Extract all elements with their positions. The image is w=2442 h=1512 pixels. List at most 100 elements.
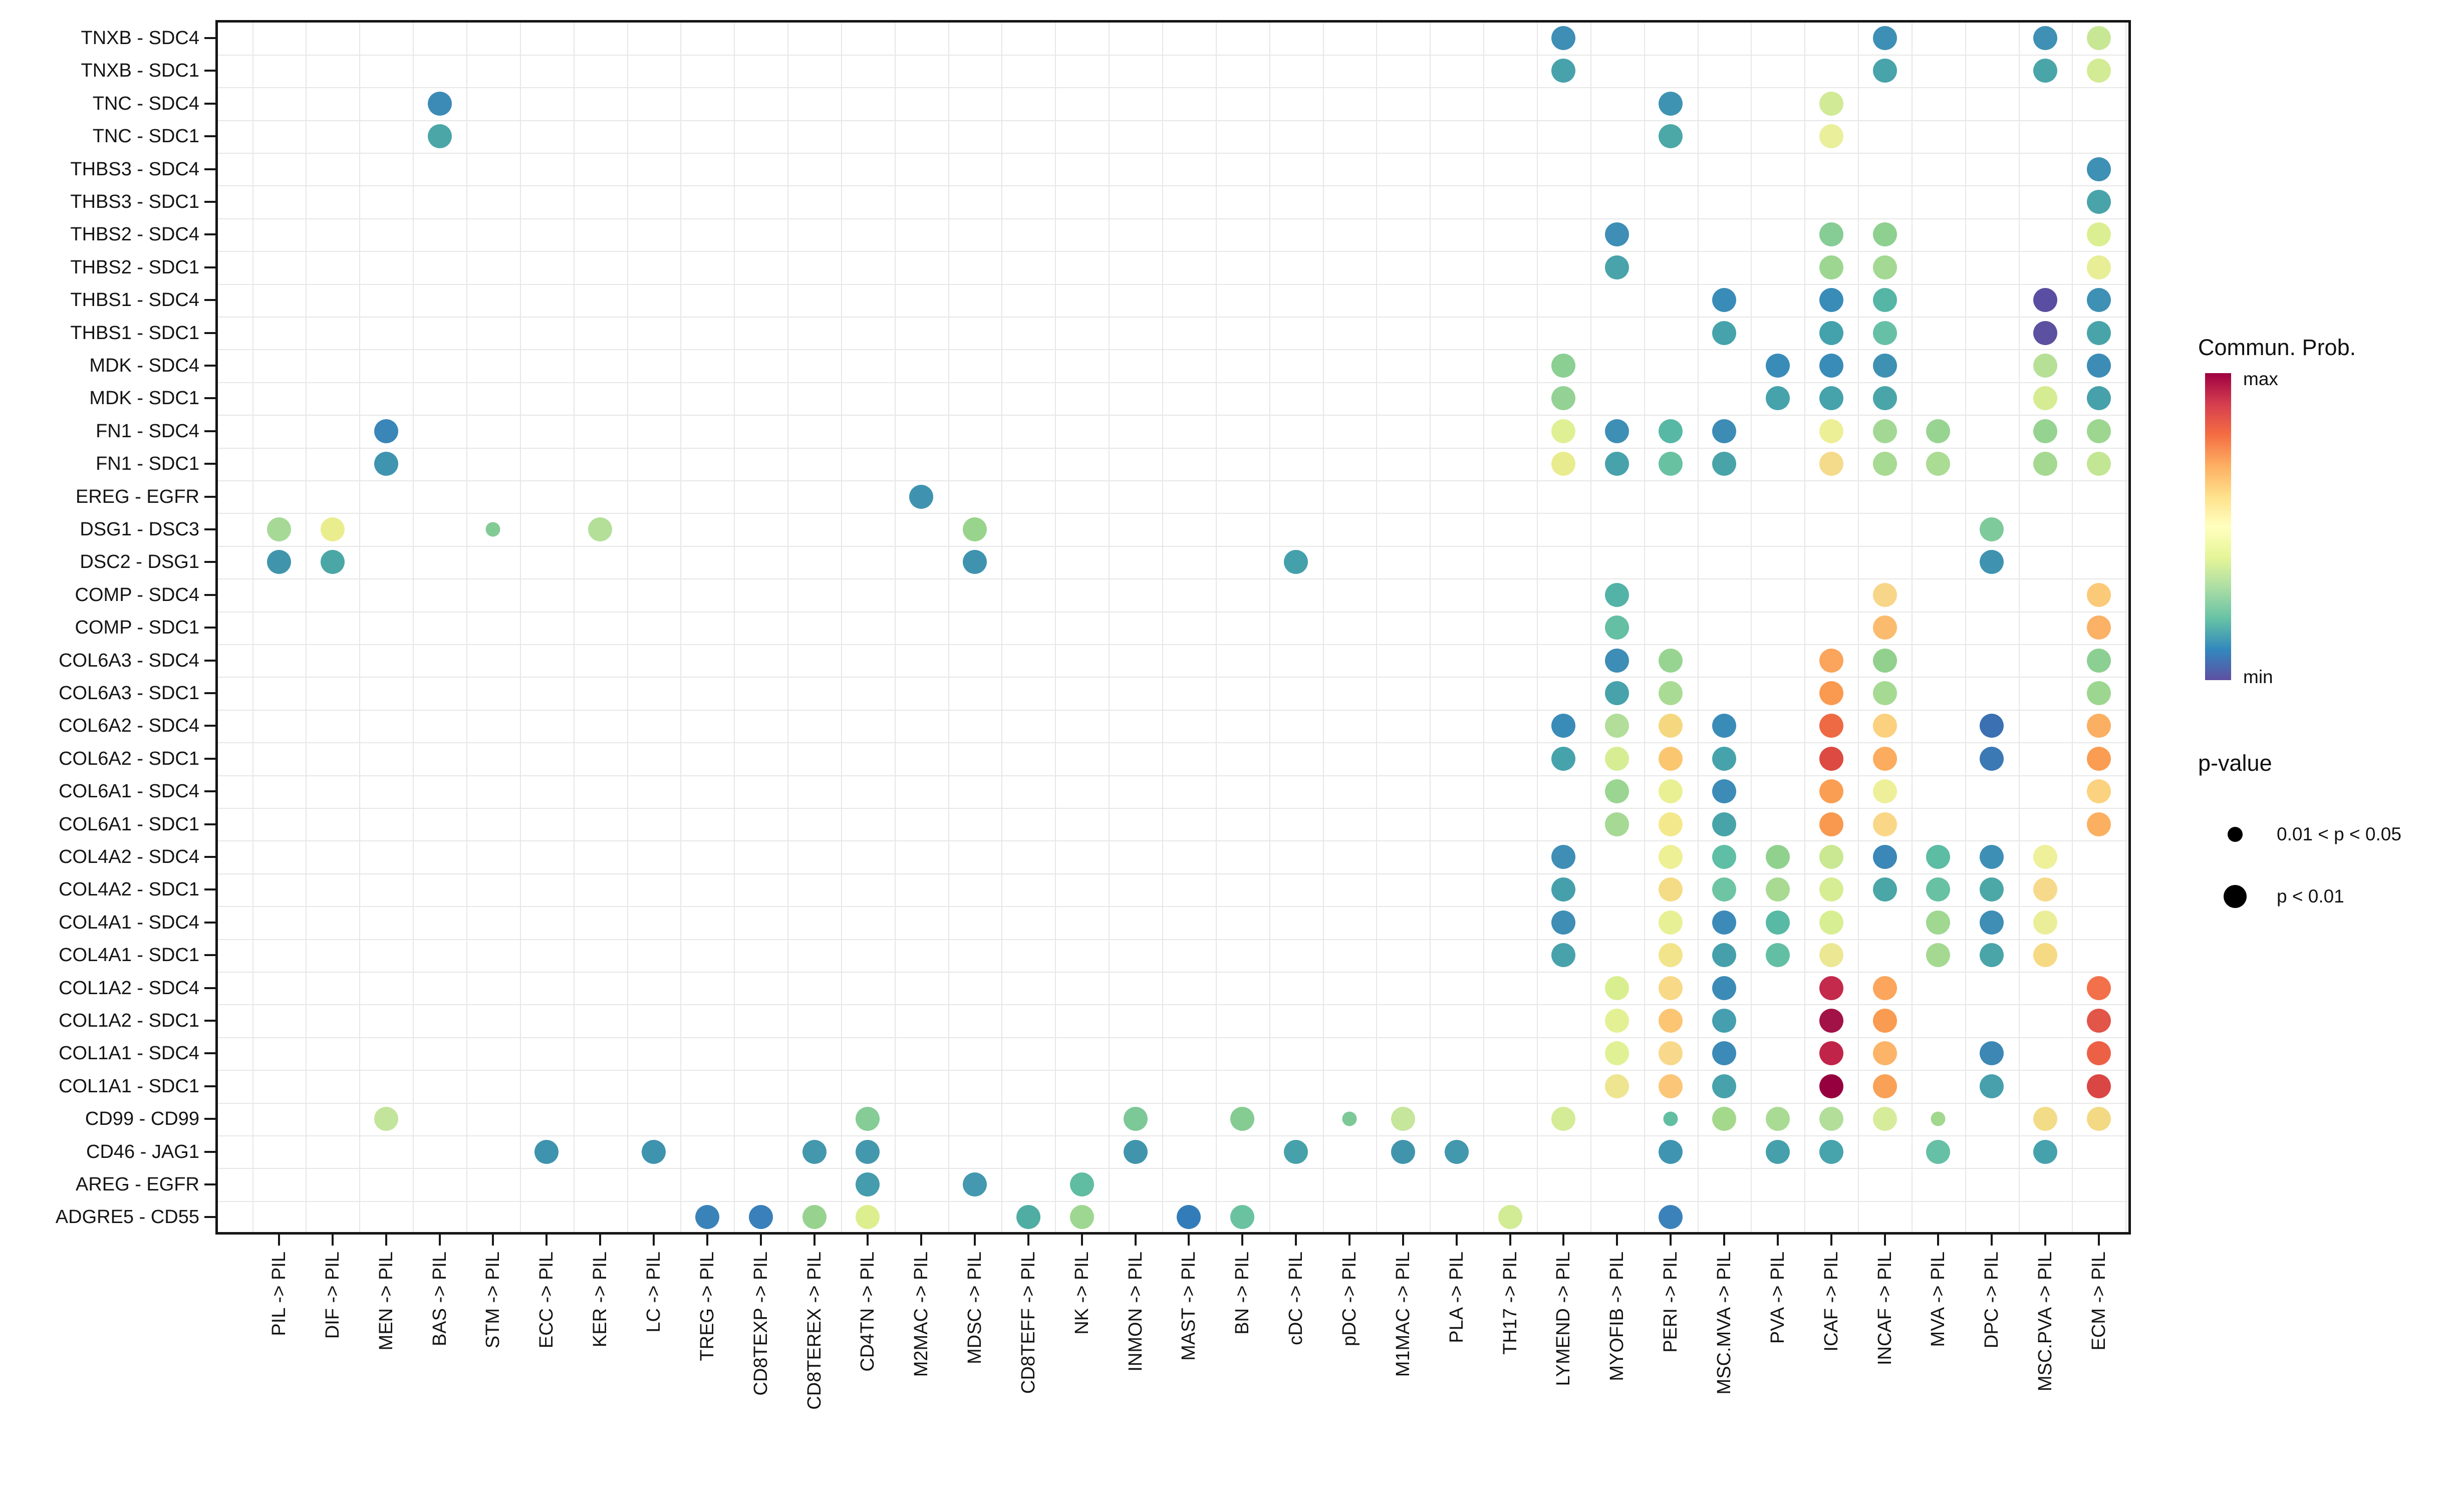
x-axis-tick [1723, 1235, 1725, 1246]
data-dot [1926, 943, 1951, 968]
y-axis-tick [204, 856, 215, 858]
data-dot [963, 517, 987, 541]
x-axis-tick [1616, 1235, 1618, 1246]
data-dot [1551, 354, 1576, 378]
data-dot [1551, 452, 1576, 476]
y-tick-label: THBS1 - SDC1 [70, 322, 199, 344]
data-dot [1872, 386, 1897, 411]
data-dot [1659, 714, 1683, 738]
y-tick-label: THBS2 - SDC4 [70, 224, 199, 245]
gridline [734, 23, 735, 1232]
pvalue-small-dot-key [2228, 827, 2243, 842]
x-axis-tick [1562, 1235, 1565, 1246]
data-dot [1819, 255, 1843, 279]
data-dot [1712, 943, 1736, 968]
y-axis-tick [204, 1150, 215, 1153]
y-tick-label: TNC - SDC4 [92, 93, 199, 114]
data-dot [1819, 354, 1843, 378]
y-tick-label: ADGRE5 - CD55 [55, 1206, 199, 1228]
data-dot [1872, 976, 1897, 1000]
data-dot [1712, 877, 1736, 902]
data-dot [1177, 1205, 1201, 1230]
gridline [218, 971, 2128, 973]
x-axis-tick [867, 1235, 869, 1246]
data-dot [1712, 746, 1736, 771]
data-dot [1712, 288, 1736, 313]
gridline [519, 23, 521, 1232]
data-dot [1872, 255, 1897, 279]
gridline [218, 545, 2128, 547]
data-dot [1551, 746, 1576, 771]
data-dot [1712, 779, 1736, 804]
data-dot [1872, 321, 1897, 345]
data-dot [2086, 288, 2111, 313]
gridline [573, 23, 575, 1232]
y-axis-tick [204, 266, 215, 268]
y-tick-label: COL1A1 - SDC4 [59, 1043, 199, 1064]
y-axis-tick [204, 430, 215, 432]
data-dot [802, 1205, 827, 1230]
gridline [218, 218, 2128, 219]
gridline [218, 1102, 2128, 1104]
data-dot [1123, 1139, 1148, 1164]
data-dot [1605, 1041, 1630, 1066]
y-axis-tick [204, 692, 215, 694]
data-dot [641, 1139, 666, 1164]
gridline [1697, 23, 1699, 1232]
y-axis-tick [204, 37, 215, 39]
data-dot [1605, 452, 1630, 476]
gridline [218, 54, 2128, 56]
gridline [2125, 23, 2127, 1232]
y-tick-label: COL6A3 - SDC1 [59, 683, 199, 704]
data-dot [1765, 943, 1790, 968]
data-dot [1605, 714, 1630, 738]
data-dot [320, 517, 345, 541]
x-axis-tick [2044, 1235, 2047, 1246]
data-dot [1284, 550, 1308, 574]
data-dot [1712, 321, 1736, 345]
x-axis-tick [1670, 1235, 1672, 1246]
data-dot [1605, 681, 1630, 705]
data-dot [1819, 779, 1843, 804]
data-dot [1819, 845, 1843, 869]
data-dot [1712, 812, 1736, 836]
gridline [680, 23, 682, 1232]
gridline [218, 87, 2128, 89]
data-dot [1551, 1107, 1576, 1131]
gridline [466, 23, 467, 1232]
data-dot [856, 1139, 880, 1164]
y-tick-label: COMP - SDC4 [75, 584, 199, 606]
data-dot [1926, 452, 1951, 476]
data-dot [1663, 1111, 1678, 1126]
gridline [306, 23, 307, 1232]
gridline [218, 1168, 2128, 1169]
gridline [218, 447, 2128, 449]
data-dot [1980, 943, 2004, 968]
data-dot [1980, 550, 2004, 574]
x-axis-tick [1188, 1235, 1190, 1246]
gridline [1536, 23, 1538, 1232]
x-axis-tick [706, 1235, 708, 1246]
data-dot [695, 1205, 719, 1230]
data-dot [1819, 1139, 1843, 1164]
y-tick-label: AREG - EGFR [75, 1174, 199, 1195]
data-dot [1391, 1139, 1415, 1164]
x-axis-tick [278, 1235, 280, 1246]
gridline [218, 873, 2128, 874]
data-dot [2033, 354, 2058, 378]
data-dot [1765, 354, 1790, 378]
y-axis-tick [204, 561, 215, 563]
y-axis-tick [204, 1118, 215, 1120]
data-dot [1659, 812, 1683, 836]
data-dot [2086, 714, 2111, 738]
data-dot [1819, 877, 1843, 902]
data-dot [1551, 59, 1576, 83]
pvalue-large-dot-label: p < 0.01 [2277, 886, 2344, 906]
data-dot [1926, 419, 1951, 443]
gridline [1644, 23, 1645, 1232]
x-axis-tick [1134, 1235, 1137, 1246]
data-dot [1980, 746, 2004, 771]
data-dot [1872, 746, 1897, 771]
data-dot [2086, 812, 2111, 836]
